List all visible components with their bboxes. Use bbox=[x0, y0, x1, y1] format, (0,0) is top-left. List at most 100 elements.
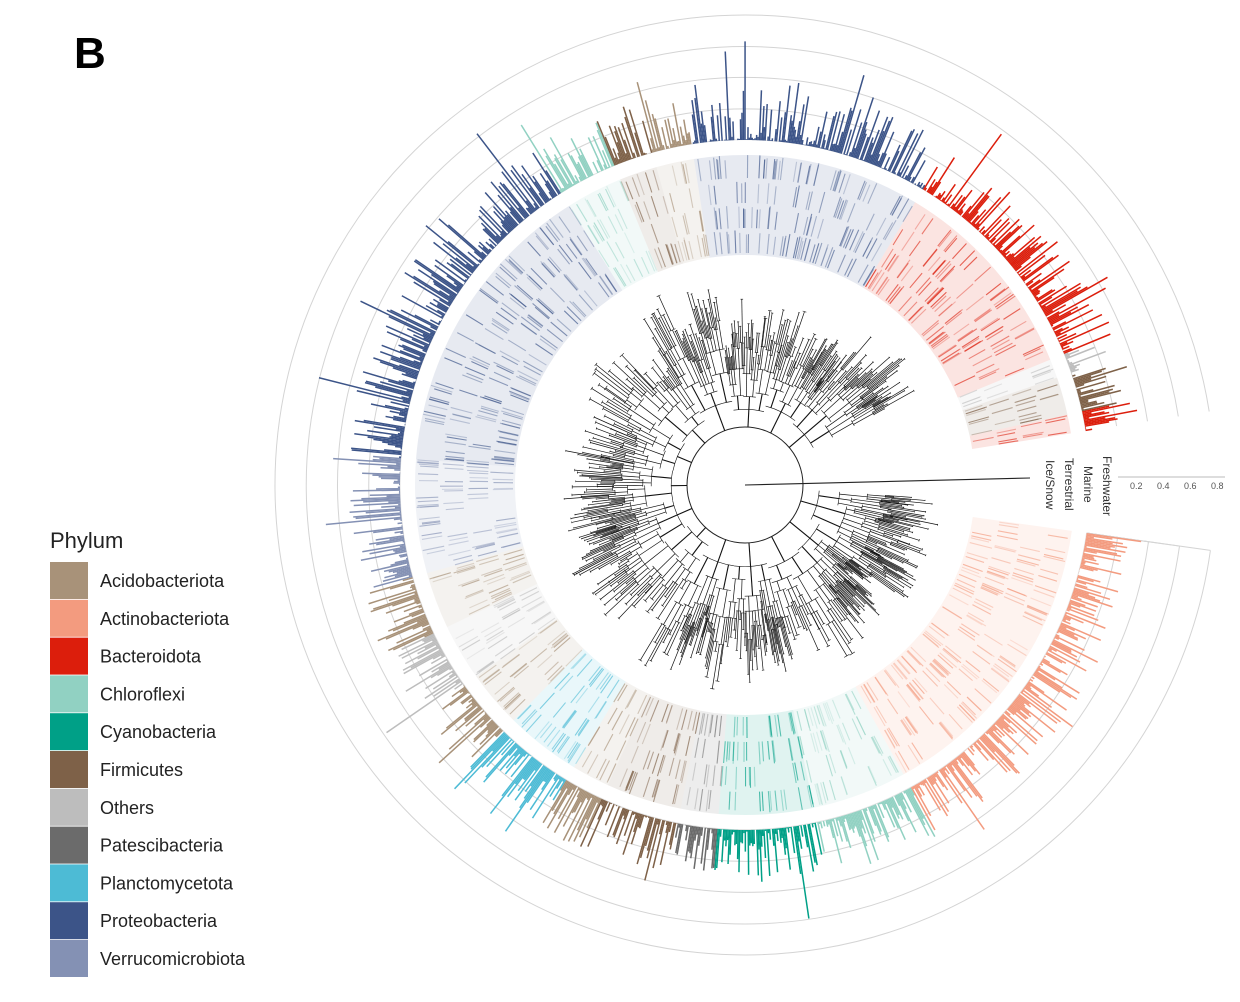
tree-branch bbox=[764, 614, 767, 623]
abundance-bar bbox=[471, 696, 474, 699]
heat-cell bbox=[906, 715, 919, 733]
heat-cell bbox=[502, 653, 520, 667]
heat-cell bbox=[545, 225, 559, 243]
abundance-bar bbox=[985, 234, 990, 239]
abundance-bar bbox=[1032, 673, 1061, 693]
abundance-bar bbox=[1078, 388, 1114, 399]
tree-branch bbox=[832, 554, 863, 580]
abundance-bar bbox=[1017, 694, 1030, 705]
abundance-bar bbox=[972, 223, 976, 227]
tree-node-arc bbox=[604, 385, 608, 391]
heat-cell bbox=[456, 562, 475, 569]
tree-branch bbox=[861, 508, 892, 516]
tree-branch bbox=[820, 541, 829, 548]
abundance-bar bbox=[1041, 659, 1068, 676]
tree-node-arc bbox=[603, 414, 606, 418]
tree-branch bbox=[813, 381, 822, 392]
heat-cell bbox=[417, 461, 439, 464]
heat-cell bbox=[736, 716, 739, 736]
tree-branch bbox=[851, 559, 871, 574]
heat-cell bbox=[983, 383, 1003, 392]
abundance-bar bbox=[662, 145, 665, 150]
tree-branch bbox=[790, 605, 800, 628]
tree-branch bbox=[736, 333, 738, 349]
abundance-bar bbox=[904, 175, 908, 180]
abundance-bar bbox=[905, 152, 922, 181]
abundance-bar bbox=[514, 758, 536, 785]
tree-node-arc bbox=[771, 616, 774, 618]
abundance-bar bbox=[492, 206, 515, 230]
abundance-bar bbox=[384, 449, 402, 453]
heat-cell bbox=[672, 784, 678, 805]
heat-cell bbox=[493, 361, 515, 373]
abundance-bar bbox=[1070, 596, 1098, 608]
tree-branch bbox=[696, 306, 706, 339]
tree-branch bbox=[732, 578, 736, 603]
heat-cell bbox=[887, 756, 897, 774]
abundance-bar bbox=[392, 616, 427, 632]
tree-branch bbox=[620, 446, 635, 452]
heat-cell bbox=[683, 239, 690, 260]
heat-cell bbox=[820, 782, 827, 804]
heat-cell bbox=[445, 450, 465, 455]
heat-cell bbox=[829, 753, 837, 774]
tree-branch bbox=[839, 526, 853, 533]
tree-node-arc bbox=[699, 654, 702, 656]
tree-branch bbox=[844, 361, 874, 390]
abundance-bar bbox=[516, 745, 520, 749]
heat-cell bbox=[967, 612, 984, 623]
abundance-bar bbox=[924, 187, 928, 191]
tree-branch bbox=[730, 618, 733, 638]
heat-cell bbox=[567, 743, 580, 762]
tree-branch bbox=[630, 546, 642, 554]
tree-branch bbox=[594, 416, 637, 437]
heat-cell bbox=[974, 309, 993, 323]
heat-cell bbox=[478, 661, 495, 673]
tree-branch bbox=[810, 430, 830, 444]
heat-cell bbox=[926, 287, 944, 305]
tree-branch bbox=[682, 613, 690, 629]
abundance-bar bbox=[984, 219, 1002, 238]
abundance-bar bbox=[1079, 391, 1110, 401]
abundance-bar bbox=[643, 152, 646, 156]
tree-branch bbox=[840, 387, 852, 398]
abundance-bar bbox=[507, 232, 510, 235]
tree-branch bbox=[609, 501, 625, 504]
tree-branch bbox=[689, 359, 702, 387]
tree-branch bbox=[820, 574, 830, 586]
abundance-bar bbox=[617, 126, 631, 161]
tree-branch bbox=[630, 509, 641, 513]
heat-cell bbox=[860, 685, 872, 704]
tree-branch bbox=[699, 621, 710, 655]
heat-cell bbox=[577, 719, 590, 737]
tree-branch bbox=[582, 474, 622, 478]
heat-cell bbox=[726, 231, 730, 254]
abundance-bar bbox=[477, 263, 480, 266]
abundance-bar bbox=[858, 810, 864, 821]
heat-cell bbox=[694, 712, 701, 734]
tree-node-arc bbox=[631, 386, 634, 390]
tree-branch bbox=[816, 504, 846, 515]
abundance-bar bbox=[410, 583, 415, 587]
abundance-bar bbox=[1023, 688, 1026, 691]
tree-branch bbox=[880, 506, 915, 513]
heat-cell bbox=[979, 371, 997, 380]
abundance-bar bbox=[560, 159, 576, 186]
tree-node-arc bbox=[870, 370, 873, 373]
tree-node-arc bbox=[696, 630, 698, 632]
heat-cell bbox=[625, 717, 636, 738]
tree-node-arc bbox=[822, 568, 827, 573]
abundance-bar bbox=[675, 823, 682, 854]
tree-node-arc bbox=[854, 351, 857, 354]
tree-branch bbox=[784, 312, 800, 357]
heat-cell bbox=[416, 505, 439, 508]
heat-cell bbox=[501, 607, 520, 619]
tree-branch bbox=[690, 341, 703, 372]
abundance-bar bbox=[524, 764, 545, 792]
tree-branch bbox=[613, 398, 630, 410]
tree-node-arc bbox=[877, 613, 880, 616]
tree-node-arc bbox=[849, 638, 854, 641]
heat-cell bbox=[587, 224, 600, 244]
heat-cell bbox=[595, 672, 609, 690]
tree-node-arc bbox=[684, 381, 699, 390]
